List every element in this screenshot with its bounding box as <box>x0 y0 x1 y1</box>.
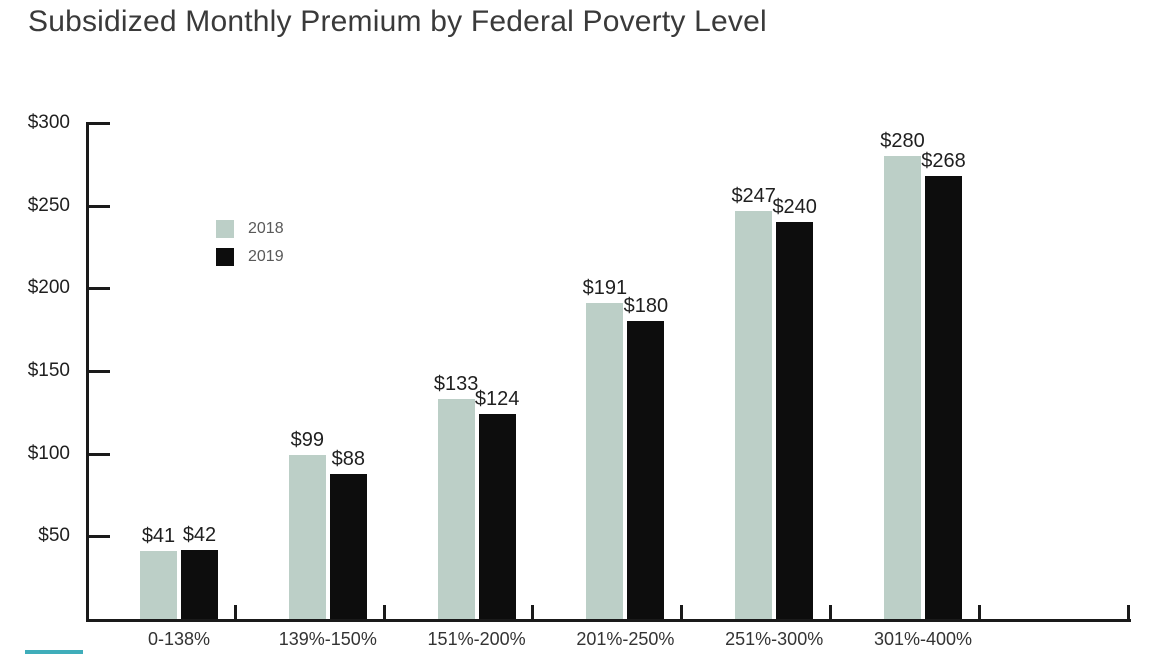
x-category-label: 201%-250% <box>576 629 675 649</box>
x-tick <box>829 605 832 619</box>
legend-label-2019: 2019 <box>248 248 284 265</box>
y-tick-label: $100 <box>27 442 70 464</box>
bar-value-label: $133 <box>433 373 479 396</box>
y-tick <box>86 370 110 373</box>
y-tick-label: $150 <box>27 360 70 381</box>
accent-underline <box>25 650 83 654</box>
x-category-label: 139%-150% <box>278 629 377 649</box>
bar-2019 <box>329 473 367 619</box>
x-category-label: 0-138% <box>147 629 211 649</box>
legend-item-2019: 2019 <box>216 248 284 266</box>
bar-value-label: $280 <box>880 130 925 153</box>
x-axis-line <box>86 619 1131 622</box>
bar-value-label: $99 <box>290 429 324 452</box>
legend-swatch-2019 <box>216 248 234 266</box>
y-tick <box>86 452 110 456</box>
bar-2019 <box>181 549 218 619</box>
bar-value-label: $247 <box>731 184 776 207</box>
bar-value-label: $42 <box>182 523 217 546</box>
x-tick <box>680 605 684 619</box>
y-tick <box>86 287 110 291</box>
bar-2018 <box>884 156 921 619</box>
bar-2019 <box>627 321 665 619</box>
bar-2018 <box>140 551 177 619</box>
bar-2019 <box>478 413 516 619</box>
bar-value-label: $124 <box>474 387 520 410</box>
chart-title: Subsidized Monthly Premium by Federal Po… <box>28 5 767 38</box>
bar-value-label: $88 <box>331 447 365 470</box>
bar-2018 <box>288 455 326 619</box>
x-tick <box>977 605 981 619</box>
x-tick <box>382 605 386 619</box>
y-tick-label: $50 <box>38 525 70 547</box>
y-tick <box>86 535 110 539</box>
y-tick-label: $300 <box>27 112 70 133</box>
y-tick-label: $200 <box>27 277 70 299</box>
bar-value-label: $191 <box>582 277 628 300</box>
x-category-label: 151%-200% <box>427 629 526 649</box>
legend: 2018 2019 <box>216 220 284 276</box>
bar-2019 <box>925 175 962 619</box>
x-tick <box>1126 605 1130 619</box>
legend-label-2018: 2018 <box>248 220 284 237</box>
legend-swatch-2018 <box>216 220 234 238</box>
bar-value-label: $41 <box>141 525 176 548</box>
y-tick <box>86 204 110 208</box>
bar-2019 <box>776 222 814 619</box>
x-tick <box>531 605 535 619</box>
bar-value-label: $268 <box>921 149 966 172</box>
x-tick <box>233 605 237 619</box>
bar-2018 <box>735 210 773 619</box>
x-category-label: 301%-400% <box>873 629 973 649</box>
legend-item-2018: 2018 <box>216 220 284 238</box>
bar-value-label: $180 <box>623 295 669 318</box>
bar-value-label: $240 <box>772 196 817 219</box>
y-tick-label: $250 <box>27 194 70 216</box>
x-category-label: 251%-300% <box>725 629 824 649</box>
bar-2018 <box>586 303 624 619</box>
y-tick <box>86 122 110 125</box>
bar-2018 <box>437 399 475 619</box>
